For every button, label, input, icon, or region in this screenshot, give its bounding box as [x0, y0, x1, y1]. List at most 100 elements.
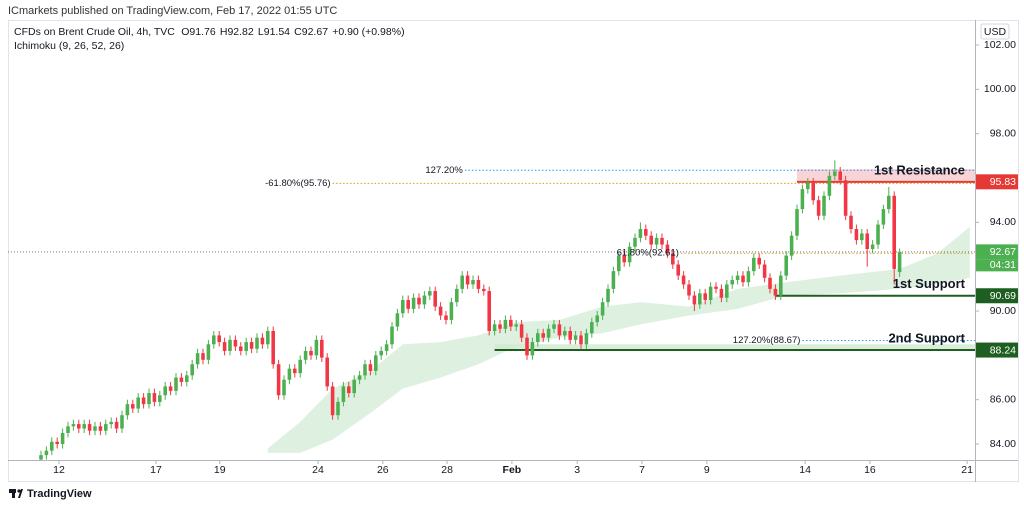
candle-body: [163, 386, 167, 396]
candle-body: [827, 175, 832, 196]
candle-body: [87, 424, 92, 431]
candle-body: [206, 344, 211, 360]
ohlc-value: H92.82: [220, 26, 254, 38]
candle-body: [201, 353, 205, 360]
candle-body: [811, 182, 815, 201]
candle-body: [708, 286, 713, 300]
x-tick-label: 21: [961, 464, 973, 476]
candle-body: [633, 237, 637, 247]
candle-body: [352, 379, 356, 394]
candle-body: [330, 386, 335, 416]
candle-body: [244, 342, 248, 351]
symbol-title: CFDs on Brent Crude Oil, 4h, TVC: [14, 26, 175, 38]
fib-level-label: -61.80%(95.76): [265, 178, 330, 189]
candle-body: [336, 401, 340, 416]
candle-body: [546, 328, 551, 338]
candle-body: [876, 224, 880, 245]
candle-body: [849, 215, 853, 230]
candle-body: [239, 346, 243, 351]
last-price-badge-bg: [976, 244, 1018, 260]
candle-body: [676, 264, 680, 276]
candle-body: [530, 342, 535, 356]
candle-body: [190, 364, 194, 376]
y-tick-label: 98.00: [990, 127, 1016, 139]
candle-body: [860, 233, 864, 241]
candle-body: [39, 455, 43, 460]
zone-price-badge-bg: [976, 288, 1018, 304]
tradingview-logo: [9, 489, 23, 498]
candle-body: [795, 209, 799, 236]
zone-label: 1st Resistance: [874, 162, 965, 177]
candle-body: [671, 253, 675, 265]
candle-body: [881, 209, 886, 225]
candle-body: [654, 237, 659, 245]
candle-body: [584, 333, 589, 345]
candle-body: [260, 337, 265, 345]
zone-band: [494, 344, 975, 351]
candle-body: [422, 295, 427, 305]
candle-body: [341, 386, 346, 402]
candle-body: [438, 306, 443, 316]
candle-body: [384, 344, 389, 351]
candle-body: [141, 397, 146, 405]
candle-body: [665, 244, 670, 254]
candle-body: [185, 375, 189, 382]
candle-body: [411, 297, 416, 309]
zone-price-badge-bg: [976, 342, 1018, 358]
candle-body: [320, 339, 324, 358]
x-tick-label: 26: [377, 464, 389, 476]
candle-body: [314, 339, 319, 356]
candle-body: [417, 297, 421, 305]
candle-body: [870, 244, 875, 249]
candle-body: [347, 386, 351, 394]
candle-body: [482, 288, 486, 292]
x-tick-label: 14: [799, 464, 811, 476]
candle-body: [536, 333, 540, 343]
candle-body: [638, 229, 643, 238]
candle-body: [557, 324, 562, 336]
candle-body: [627, 246, 632, 263]
footer-brand: TradingView: [27, 488, 92, 500]
candle-body: [822, 195, 826, 216]
x-tick-label: 19: [214, 464, 226, 476]
candle-body: [217, 335, 221, 343]
candle-body: [44, 450, 49, 456]
candle-body: [282, 379, 286, 396]
candle-body: [152, 393, 157, 402]
candle-body: [757, 257, 761, 265]
candle-body: [509, 319, 513, 327]
candle-body: [617, 255, 621, 272]
candle-body: [622, 255, 626, 263]
zone-price-badge-bg: [976, 174, 1018, 190]
candle-body: [249, 342, 254, 349]
candle-body: [271, 330, 275, 365]
candle-body: [449, 302, 454, 320]
x-tick-label: 3: [574, 464, 580, 476]
candle-body: [698, 293, 702, 305]
y-tick-label: 84.00: [990, 438, 1016, 450]
chart-frame: [8, 20, 1019, 482]
candle-body: [606, 288, 610, 303]
candle-body: [195, 353, 200, 365]
plot-area: [8, 160, 975, 460]
currency-box: [980, 23, 1010, 40]
candle-body: [816, 200, 821, 216]
candle-body: [833, 171, 837, 176]
candle-body: [735, 275, 740, 281]
candle-body: [77, 424, 81, 429]
candle-body: [600, 302, 605, 316]
ohlc-value: C92.67: [294, 26, 328, 38]
candle-body: [887, 195, 891, 210]
candle-body: [60, 432, 65, 445]
candle-body: [109, 421, 113, 425]
countdown-bg: [976, 259, 1018, 272]
candle-body: [395, 313, 400, 327]
candle-body: [379, 350, 383, 356]
candle-body: [752, 257, 756, 272]
currency-label: USD: [984, 26, 1007, 38]
candle-body: [525, 337, 529, 356]
candle-body: [579, 335, 583, 345]
fib-level-label: 127.20%: [425, 165, 463, 176]
candle-body: [368, 364, 373, 371]
